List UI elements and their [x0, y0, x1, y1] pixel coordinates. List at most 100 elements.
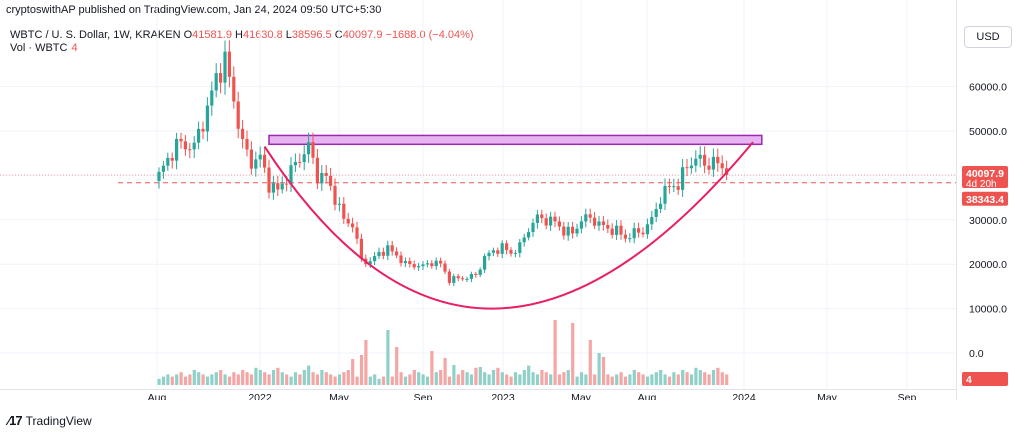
candle-body	[333, 185, 337, 205]
candle-body	[439, 260, 443, 264]
candle-body	[575, 228, 579, 234]
level-badge: 38343.4	[966, 194, 1004, 206]
candle-body	[175, 138, 179, 161]
tradingview-logo-icon: ⁄17	[8, 413, 23, 428]
candle-body	[667, 186, 671, 188]
volume-bar	[689, 374, 694, 385]
candle-body	[302, 154, 306, 163]
candle-body	[386, 245, 390, 256]
volume-badge-bg	[962, 372, 1008, 386]
candle-body	[496, 250, 500, 254]
candle-body	[610, 228, 614, 235]
volume-bar	[531, 372, 535, 385]
volume-bar	[632, 370, 636, 385]
candle-body	[461, 278, 465, 280]
symbol-title: WBTC / U. S. Dollar, 1W, KRAKEN	[10, 29, 181, 41]
volume-bar	[408, 374, 412, 385]
volume-bar	[395, 347, 399, 385]
candle-body	[628, 238, 632, 240]
candle-body	[549, 216, 553, 226]
volume-bar	[329, 374, 333, 385]
volume-bar	[232, 372, 236, 385]
candle-body	[408, 261, 412, 265]
volume-bar	[566, 370, 570, 385]
candle-body	[280, 183, 284, 190]
candle-body	[192, 142, 196, 150]
volume-bar	[487, 374, 491, 385]
x-tick-label: Aug	[638, 392, 657, 400]
volume-bar	[210, 374, 214, 385]
candle-body	[557, 221, 561, 227]
volume-bar	[417, 372, 421, 385]
candle-body	[368, 261, 372, 265]
y-tick-label: 0.0	[969, 348, 984, 360]
volume-bar	[373, 374, 377, 385]
candle-body	[601, 221, 605, 225]
volume-bar	[601, 357, 606, 385]
x-tick-label: 2023	[491, 392, 515, 400]
countdown-badge: 4d 20h	[966, 179, 997, 190]
volume-bar	[461, 370, 465, 385]
candle-body	[465, 278, 469, 280]
candle-body	[219, 73, 223, 83]
price-axis-divider	[956, 0, 957, 400]
currency-button[interactable]: USD	[964, 26, 1012, 48]
x-tick-label: Sep	[898, 392, 917, 400]
candle-body	[553, 216, 557, 222]
volume-bar	[285, 374, 289, 385]
candle-body	[681, 167, 685, 190]
volume-bar	[579, 372, 584, 385]
candle-body	[249, 149, 253, 169]
volume-bar	[509, 376, 513, 385]
candle-body	[500, 243, 504, 254]
volume-bar	[505, 374, 509, 385]
candle-body	[188, 149, 192, 151]
volume-bar	[478, 367, 482, 385]
volume-bar	[302, 370, 306, 385]
volume-bar	[267, 374, 271, 385]
candle-body	[531, 222, 535, 233]
candle-body	[170, 157, 174, 161]
candle-body	[276, 183, 280, 190]
volume-bar	[610, 376, 614, 385]
volume-bar	[703, 372, 707, 385]
volume-bar	[170, 376, 174, 385]
volume-bar	[399, 372, 403, 385]
candle-body	[487, 252, 491, 257]
volume-bar	[320, 370, 324, 385]
candle-body	[161, 165, 165, 172]
volume-bar	[474, 367, 478, 385]
candle-body	[320, 173, 324, 184]
time-axis-divider	[0, 389, 956, 390]
high-value: 41630.8	[242, 29, 283, 41]
volume-bar	[197, 372, 201, 385]
volume-bar	[518, 374, 522, 385]
volume-bar	[307, 365, 311, 385]
candle-body	[478, 269, 482, 275]
volume-bar	[337, 374, 342, 385]
volume-bar	[628, 374, 632, 385]
candle-body	[469, 273, 473, 279]
volume-bar	[575, 376, 579, 385]
price-chart[interactable]: 0.010000.020000.030000.040000.050000.060…	[0, 0, 1024, 400]
candle-body	[258, 154, 262, 160]
volume-bar	[245, 372, 249, 385]
volume-label: Vol · WBTC	[10, 42, 68, 54]
volume-bar	[368, 376, 372, 385]
candle-body	[720, 163, 724, 169]
volume-bar	[549, 374, 553, 385]
volume-bar	[562, 372, 566, 385]
candle-body	[359, 238, 363, 259]
candle-body	[654, 209, 658, 217]
candle-body	[698, 154, 702, 159]
candle-body	[285, 183, 289, 185]
candle-body	[210, 90, 214, 106]
volume-bar	[381, 376, 386, 385]
level-badge-bg	[962, 191, 1008, 206]
tradingview-footer: ⁄17 TradingView	[8, 413, 92, 428]
volume-bar	[434, 372, 438, 385]
volume-bar	[390, 376, 394, 385]
candle-body	[324, 173, 328, 176]
volume-bar	[289, 376, 293, 385]
volume-bar	[637, 372, 641, 385]
